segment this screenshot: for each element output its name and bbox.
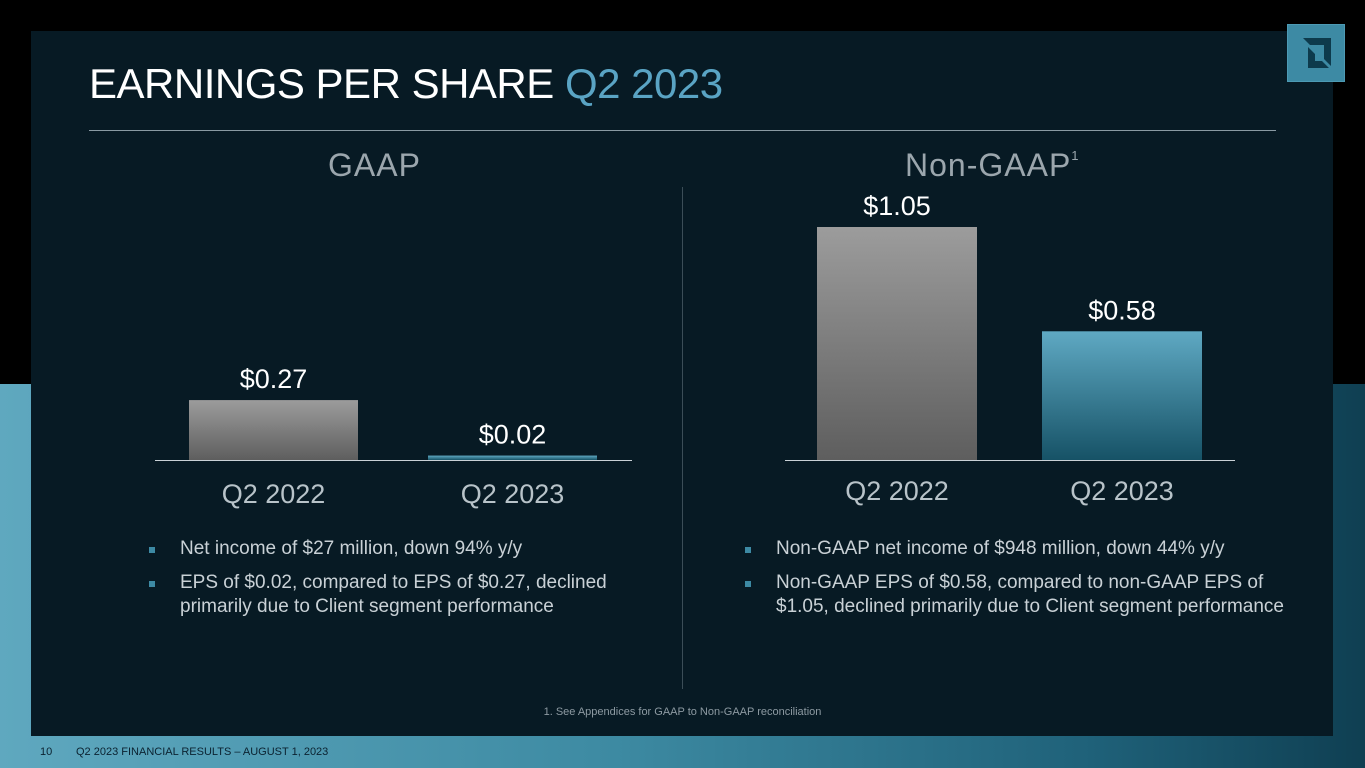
nongaap-data-label: $1.05	[863, 191, 931, 221]
amd-logo	[1287, 24, 1345, 82]
nongaap-bullet-list: Non-GAAP net income of $948 million, dow…	[745, 537, 1285, 629]
nongaap-tick-label: Q2 2022	[845, 476, 949, 506]
nongaap-bar-q2-2023	[1042, 331, 1202, 460]
nongaap-bullet: Non-GAAP net income of $948 million, dow…	[745, 537, 1285, 561]
gaap-data-label: $0.02	[479, 420, 547, 450]
gaap-bar-q2-2022	[189, 400, 358, 460]
title-rule	[89, 130, 1276, 131]
nongaap-footnote-marker: 1	[1071, 148, 1080, 164]
gaap-bullet: EPS of $0.02, compared to EPS of $0.27, …	[149, 571, 649, 619]
gaap-bar-q2-2023	[428, 455, 597, 460]
gaap-data-label: $0.27	[240, 364, 308, 394]
amd-arrow-icon	[1303, 38, 1331, 68]
page-number: 10	[40, 746, 53, 758]
gaap-bullet-list: Net income of $27 million, down 94% y/y …	[149, 537, 649, 629]
nongaap-bullet: Non-GAAP EPS of $0.58, compared to non-G…	[745, 571, 1285, 619]
nongaap-data-label: $0.58	[1088, 295, 1156, 325]
gaap-heading: GAAP	[328, 147, 421, 183]
nongaap-bar-q2-2022	[817, 227, 977, 460]
gaap-bullet: Net income of $27 million, down 94% y/y	[149, 537, 649, 561]
gaap-tick-label: Q2 2022	[222, 479, 326, 509]
footnote: 1. See Appendices for GAAP to Non-GAAP r…	[543, 706, 822, 718]
gaap-tick-label: Q2 2023	[461, 479, 565, 509]
page-title: EARNINGS PER SHARE Q2 2023	[89, 60, 723, 107]
nongaap-heading: Non-GAAP1	[905, 147, 1080, 183]
nongaap-tick-label: Q2 2023	[1070, 476, 1174, 506]
section-divider	[682, 187, 683, 689]
footer-text: Q2 2023 FINANCIAL RESULTS – AUGUST 1, 20…	[76, 746, 329, 758]
